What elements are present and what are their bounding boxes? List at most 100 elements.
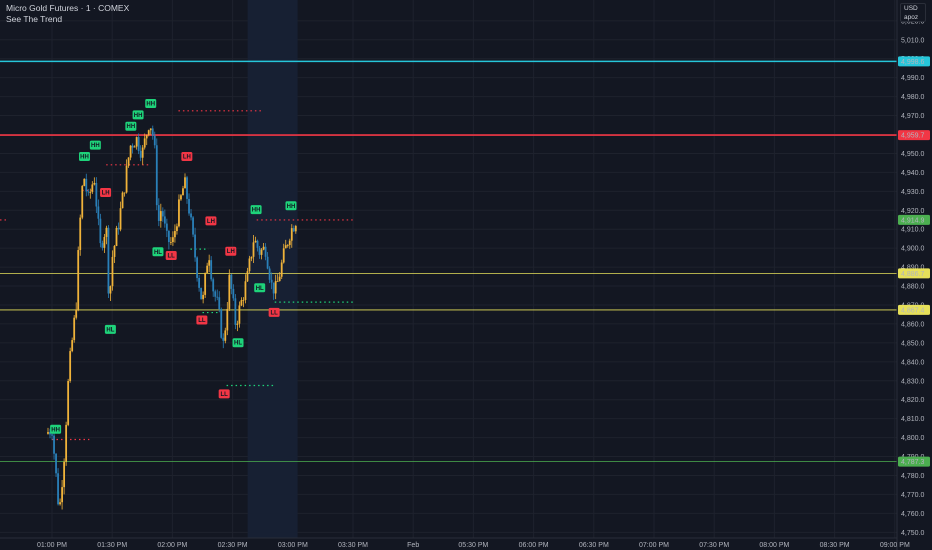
pivot-label-box [100,188,112,198]
pivot-label: LH [205,216,217,226]
currency-selector[interactable]: USD apoz [900,3,926,22]
y-tick-label: 5,010.0 [901,37,924,44]
candle-body [113,245,116,257]
session-shading [247,0,298,538]
candle-body [129,145,132,158]
y-tick-label: 4,940.0 [901,170,924,177]
y-tick-label: 4,950.0 [901,151,924,158]
user-name: apoz [904,14,919,21]
indicator-name[interactable]: See The Trend [6,14,63,24]
pivot-label-box [145,98,157,108]
pivot-label: LH [225,246,237,256]
pivot-label: LH [181,152,193,162]
candle-body [222,337,225,341]
price-tag: 4,959.7 [898,130,930,141]
candle-body [208,260,211,266]
pivot-label: HH [285,201,297,211]
y-tick-label: 4,910.0 [901,227,924,234]
pivot-label-text: LL [198,318,206,324]
candle-body [157,205,160,221]
pivot-label-text: HL [234,341,242,347]
candle-body [284,245,287,249]
candle-body [141,147,144,158]
candle-body [79,217,82,251]
pivot-label-box [125,121,137,131]
candle-body [206,265,209,274]
candle-body [147,130,150,135]
candles [47,125,297,510]
session-band [247,0,298,538]
candle-body [47,432,49,434]
pivot-label-box [165,251,177,261]
candle-body [57,473,59,505]
y-tick-label: 4,750.0 [901,530,924,537]
candle-body [167,230,170,243]
candle-body [139,150,142,158]
price-tags: 4,998.6 4,959.7 4,886.7 4,867.4 4,787.3 4,914… [898,56,930,467]
candle-body [210,260,213,280]
candle-body [274,281,277,294]
candle-body [204,273,207,295]
candle-body [107,227,110,294]
x-tick-label: 07:00 PM [639,542,669,549]
candle-body [99,218,102,244]
candle-body [61,487,63,503]
y-tick-label: 4,860.0 [901,321,924,328]
pivot-label: HH [89,140,101,150]
y-tick-label: 4,930.0 [901,189,924,196]
candle-body [55,453,57,474]
pivot-label-box [285,201,297,211]
pivot-label-text: LL [270,310,278,316]
candle-body [51,434,53,436]
candle-body [190,213,192,218]
candle-body [224,330,227,341]
candle-body [234,298,237,325]
candle-body [188,198,190,214]
pivot-label: LL [196,315,208,325]
candle-body [49,432,51,435]
candle-body [182,188,184,196]
candle-body [268,268,271,280]
pivot-label: HL [152,247,164,257]
y-tick-label: 4,760.0 [901,511,924,518]
candle-body [240,300,243,306]
grid [0,0,897,538]
candle-body [176,226,178,232]
candle-body [81,185,84,218]
symbol-title[interactable]: Micro Gold Futures · 1 · COMEX [6,3,130,13]
candle-body [262,246,265,250]
price-tag: 4,998.6 [898,56,930,67]
candle-body [228,274,231,309]
y-tick-label: 4,900.0 [901,246,924,253]
x-tick-label: 06:00 PM [519,542,549,549]
candle-body [294,226,297,232]
candle-body [53,435,55,454]
candle-body [282,248,285,263]
x-tick-label: 07:30 PM [699,542,729,549]
candle-body [125,165,128,193]
pivot-label: HL [104,324,116,334]
pivot-label-box [232,338,244,348]
price-tag-box [898,456,930,467]
pivot-label: HH [132,110,144,120]
x-tick-label: 02:00 PM [157,542,187,549]
candle-body [97,206,100,219]
pivot-label: LL [268,307,280,317]
candle-body [212,279,215,292]
candle-body [137,137,140,151]
pivot-label-box [196,315,208,325]
candle-body [272,282,275,294]
candle-body [216,296,219,298]
pivot-label-box [79,152,91,162]
candle-body [238,305,241,324]
pivot-label: LL [165,251,177,261]
price-tag: 4,787.3 [898,456,930,467]
candle-body [65,424,68,462]
candle-body [226,308,229,331]
candle-body [246,271,249,282]
price-tag-box [898,304,930,315]
x-tick-label: 09:00 PM [880,542,910,549]
candle-body [258,247,261,255]
candle-body [87,191,90,193]
